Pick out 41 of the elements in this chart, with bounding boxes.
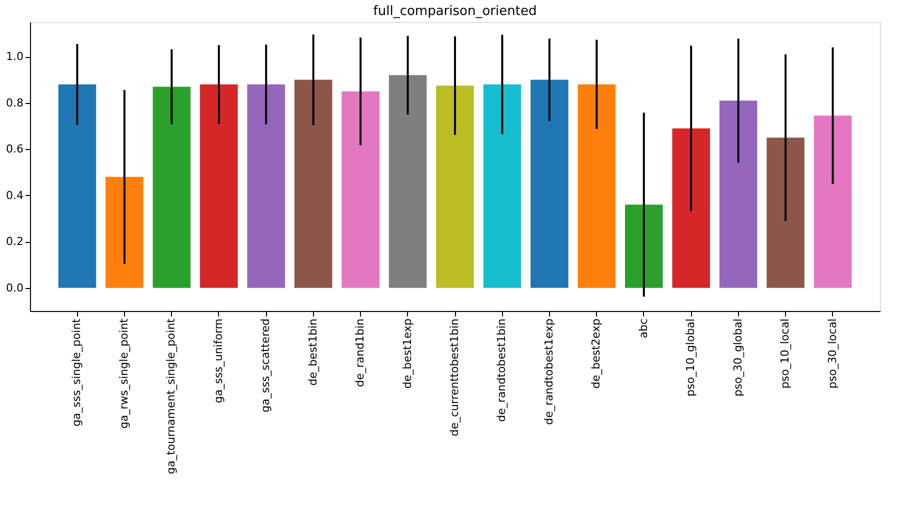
bar <box>672 128 710 288</box>
x-tick-label: pso_30_global <box>731 318 744 396</box>
bar <box>106 176 144 288</box>
x-tick-label: pso_10_local <box>778 318 792 389</box>
bar <box>530 80 568 288</box>
x-tick-label: de_best2exp <box>590 318 603 389</box>
bar <box>766 138 804 288</box>
bar <box>388 75 427 288</box>
chart-title: full_comparison_oriented <box>373 4 537 19</box>
x-tick-label: ga_sss_scattered <box>259 318 272 412</box>
bar <box>342 91 380 288</box>
y-tick-label: 0.0 <box>6 281 24 294</box>
bar <box>436 86 474 288</box>
bar <box>625 204 663 288</box>
x-tick-label: de_randtobest1exp <box>542 318 556 425</box>
x-tick-label: abc <box>636 318 650 338</box>
x-tick-label: de_best1exp <box>400 318 414 389</box>
bar <box>152 86 191 288</box>
x-tick-label: de_best1bin <box>306 318 320 386</box>
x-tick-label: de_rand1bin <box>354 318 367 387</box>
bar <box>200 84 238 288</box>
x-tick-label: ga_rws_single_point <box>117 318 130 429</box>
x-tick-label: de_currenttobest1bin <box>448 318 461 436</box>
bar <box>814 116 852 288</box>
bar <box>578 84 616 288</box>
y-tick-label: 1.0 <box>6 50 24 64</box>
y-tick-label: 0.8 <box>6 96 24 110</box>
bar <box>294 80 332 288</box>
bar <box>58 84 96 288</box>
y-tick-label: 0.4 <box>6 188 24 202</box>
x-tick-label: ga_tournament_single_point <box>164 318 178 474</box>
y-tick-label: 0.2 <box>6 235 24 248</box>
x-tick-label: de_randtobest1bin <box>495 318 508 422</box>
x-tick-label: ga_sss_uniform <box>212 318 225 404</box>
bar <box>247 84 285 288</box>
bar <box>483 84 522 288</box>
x-tick-label: ga_sss_single_point <box>70 318 84 427</box>
y-tick-label: 0.6 <box>6 142 24 156</box>
bar <box>719 100 758 288</box>
x-tick-label: pso_30_local <box>826 318 839 389</box>
x-tick-label: pso_10_global <box>684 318 698 396</box>
